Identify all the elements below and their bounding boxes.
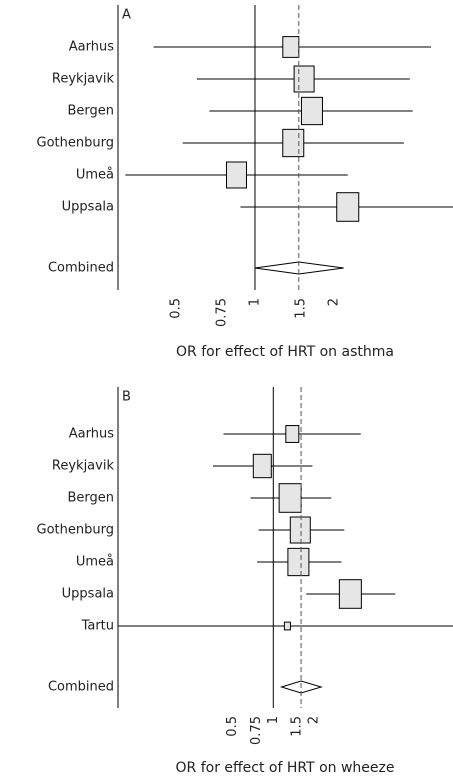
x-tick-label: 1.5 <box>290 716 305 737</box>
study-label: Bergen <box>67 104 114 119</box>
x-tick-label: 2 <box>326 298 341 306</box>
estimate-box <box>289 516 311 544</box>
estimate-box <box>338 579 362 609</box>
study-label: Gothenburg <box>37 136 114 151</box>
study-label: Reykjavik <box>52 72 115 87</box>
x-axis-label: OR for effect of HRT on wheeze <box>176 760 395 776</box>
estimate-box <box>293 65 315 93</box>
x-tick-label: 1.5 <box>294 298 309 319</box>
estimate-box <box>278 483 302 513</box>
study-label: Gothenburg <box>37 523 114 538</box>
estimate-box <box>283 621 291 631</box>
study-label: Umeå <box>76 168 114 183</box>
study-label: Bergen <box>67 491 114 506</box>
study-label: Uppsala <box>62 587 114 602</box>
combined-diamond <box>254 261 344 275</box>
plot-area <box>118 425 453 694</box>
panel-label: A <box>122 8 131 23</box>
study-label: Aarhus <box>69 427 114 442</box>
study-label: Reykjavik <box>52 459 115 474</box>
x-tick-label: 0.5 <box>225 716 240 737</box>
x-tick-label: 2 <box>307 716 322 724</box>
study-label: Tartu <box>81 619 114 634</box>
estimate-box <box>282 128 305 158</box>
panel-label: B <box>122 390 131 405</box>
x-tick-label: 0.5 <box>169 298 184 319</box>
x-tick-label: 1 <box>247 298 262 306</box>
combined-label: Combined <box>48 680 114 695</box>
estimate-box <box>225 161 247 189</box>
estimate-box <box>300 96 323 126</box>
estimate-box <box>282 36 300 58</box>
estimate-box <box>336 192 360 222</box>
estimate-box <box>285 425 300 443</box>
combined-label: Combined <box>48 261 114 276</box>
x-tick-label: 1 <box>266 716 281 724</box>
x-axis-label: OR for effect of HRT on asthma <box>176 344 394 360</box>
x-tick-label: 0.75 <box>215 298 230 327</box>
study-label: Aarhus <box>69 40 114 55</box>
x-tick-label: 0.75 <box>249 716 264 745</box>
study-label: Uppsala <box>62 200 114 215</box>
estimate-box <box>287 547 310 577</box>
plot-area <box>125 36 453 275</box>
estimate-box <box>252 453 272 479</box>
study-label: Umeå <box>76 555 114 570</box>
